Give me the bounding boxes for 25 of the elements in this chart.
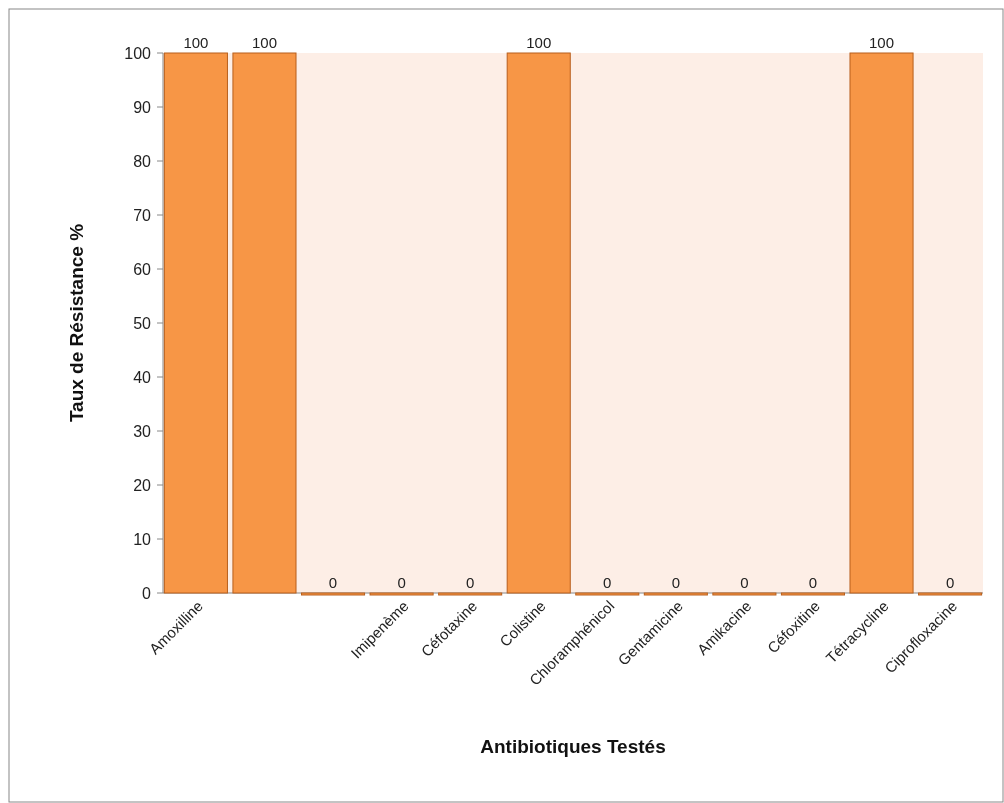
y-tick-label: 70 [133, 206, 152, 224]
x-axis-title: Antibiotiques Testés [480, 736, 666, 757]
data-label: 100 [869, 34, 895, 51]
y-tick-label: 60 [133, 260, 152, 278]
data-label: 0 [808, 574, 818, 591]
data-label: 0 [945, 574, 955, 591]
data-label: 0 [603, 574, 612, 591]
data-label: 0 [671, 574, 681, 591]
data-label: 100 [526, 34, 552, 51]
y-tick-label: 20 [133, 476, 152, 494]
y-tick-label: 90 [133, 98, 152, 116]
y-tick-label: 0 [142, 584, 152, 602]
data-label: 100 [183, 34, 209, 51]
data-label: 100 [251, 34, 277, 51]
y-tick-label: 10 [133, 530, 152, 548]
y-tick-label: 30 [133, 422, 152, 440]
data-label: 0 [740, 574, 749, 591]
data-label: 0 [465, 574, 475, 591]
data-label: 0 [397, 574, 406, 591]
data-label: 0 [328, 574, 338, 591]
y-tick-label: 80 [133, 152, 152, 170]
y-axis-title: Taux de Résistance % [66, 223, 87, 423]
y-tick-label: 50 [133, 314, 152, 332]
y-tick-label: 40 [133, 368, 152, 386]
y-tick-label: 100 [124, 44, 152, 62]
